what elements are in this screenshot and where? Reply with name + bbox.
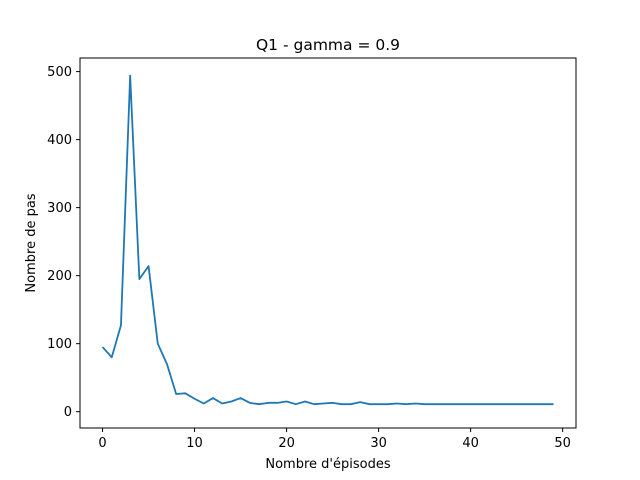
series-line-0 — [101, 74, 554, 406]
y-tick-label: 500 — [47, 65, 72, 80]
x-tick-label: 50 — [554, 436, 571, 451]
chart-title: Q1 - gamma = 0.9 — [256, 36, 400, 54]
x-tick-label: 20 — [278, 436, 295, 451]
axes-frame — [79, 57, 577, 429]
plot-area — [101, 74, 554, 406]
x-tick-label: 30 — [370, 436, 387, 451]
x-tick-label: 10 — [186, 436, 203, 451]
y-tick-label: 200 — [47, 269, 72, 284]
y-axis-label: Nombre de pas — [24, 193, 39, 292]
x-tick-label: 0 — [98, 436, 106, 451]
y-tick-label: 0 — [64, 405, 72, 420]
x-axis-label: Nombre d'épisodes — [265, 457, 390, 472]
x-axis: 0 10 20 30 40 50 — [98, 428, 571, 451]
y-tick-label: 100 — [47, 337, 72, 352]
y-tick-label: 400 — [47, 133, 72, 148]
x-tick-label: 40 — [462, 436, 479, 451]
y-tick-label: 300 — [47, 201, 72, 216]
y-axis: 0 100 200 300 400 500 — [47, 65, 80, 420]
